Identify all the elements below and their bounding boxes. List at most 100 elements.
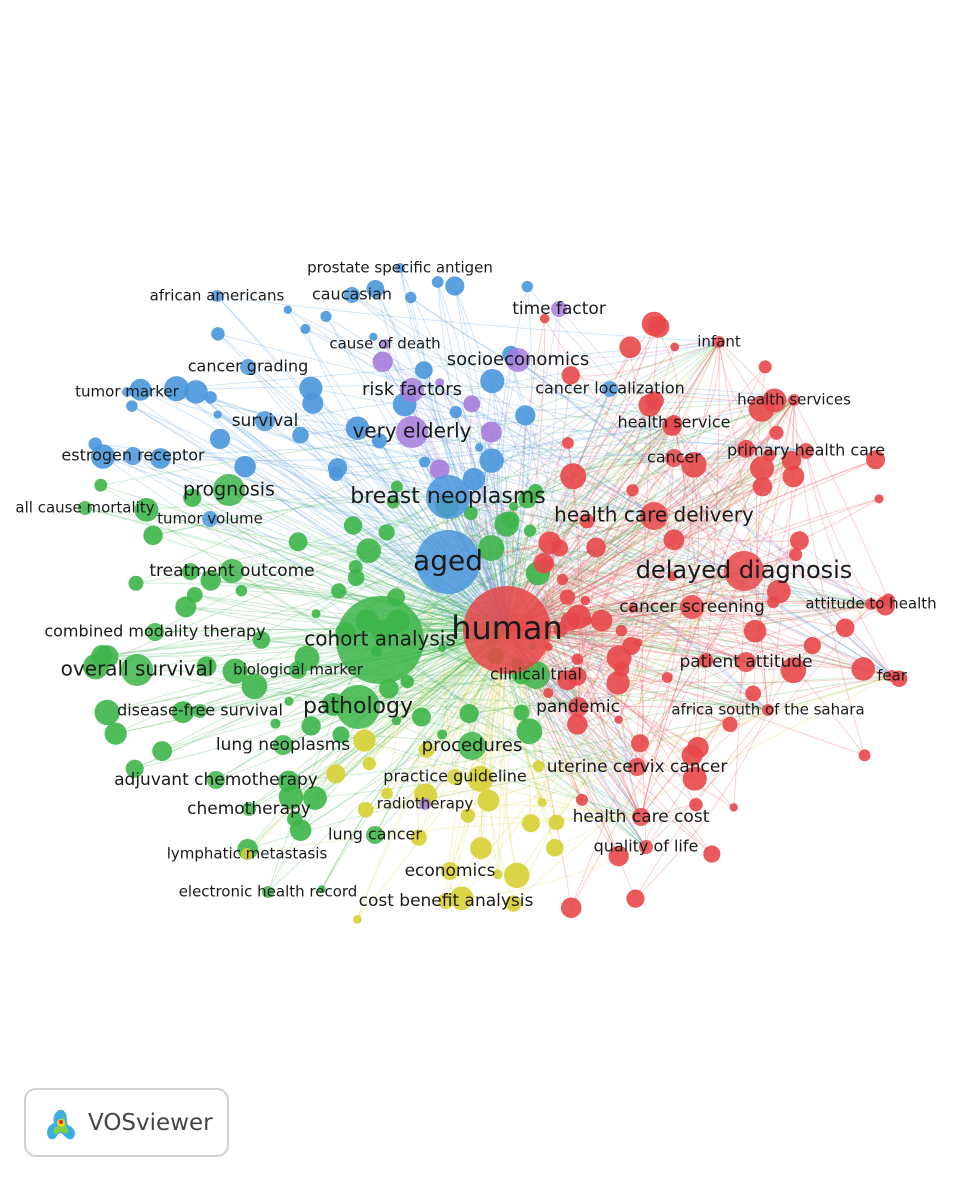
node — [567, 666, 587, 686]
edge — [570, 341, 720, 377]
edge — [154, 422, 675, 633]
node — [146, 623, 164, 641]
node — [608, 845, 629, 867]
logo[interactable]: VOSviewer — [24, 1088, 229, 1157]
edge — [378, 440, 579, 708]
edge — [154, 628, 508, 633]
node — [560, 463, 587, 490]
edge — [300, 674, 537, 831]
edge — [425, 606, 693, 796]
edge — [538, 765, 642, 818]
edge — [315, 422, 675, 615]
edge — [562, 579, 893, 677]
edge — [176, 388, 642, 818]
edge — [618, 457, 675, 720]
node — [515, 405, 536, 426]
node — [240, 359, 256, 375]
edge — [325, 316, 508, 631]
edge — [506, 629, 864, 670]
node — [255, 411, 275, 431]
node — [82, 653, 109, 680]
edge — [217, 414, 449, 498]
node-label: pathology — [303, 694, 413, 719]
edge — [572, 475, 872, 605]
edge — [517, 359, 872, 605]
node — [769, 425, 784, 440]
node — [619, 336, 642, 359]
node — [183, 488, 202, 507]
node — [539, 313, 550, 324]
node-label: adjuvant chemotherapy — [114, 770, 318, 790]
edge — [115, 561, 449, 735]
node — [687, 736, 709, 759]
edge — [578, 616, 642, 818]
node — [252, 631, 271, 649]
node — [396, 416, 428, 448]
node — [633, 638, 643, 647]
node — [299, 376, 323, 400]
node-label: breast neoplasms — [350, 484, 545, 509]
node — [745, 685, 762, 702]
edge — [693, 464, 747, 663]
edge — [264, 420, 655, 517]
edge — [321, 629, 508, 890]
edge — [395, 596, 638, 768]
edge — [805, 450, 872, 605]
node-label: health care cost — [573, 807, 710, 827]
node — [865, 598, 877, 610]
node — [353, 729, 376, 752]
node — [88, 437, 103, 451]
node — [803, 636, 821, 655]
edge — [365, 803, 642, 818]
node — [463, 395, 481, 413]
edge — [423, 369, 769, 711]
edge — [84, 507, 508, 631]
edge — [135, 341, 720, 584]
node-label: tumor marker — [75, 383, 179, 401]
node — [851, 657, 875, 681]
node — [556, 573, 569, 586]
node — [372, 351, 393, 372]
edge — [101, 629, 508, 657]
node — [288, 532, 308, 552]
node — [204, 391, 217, 404]
edge — [577, 661, 747, 725]
node — [579, 513, 595, 529]
edge — [547, 399, 795, 694]
node — [369, 332, 378, 341]
edge — [447, 496, 800, 542]
node — [571, 653, 583, 665]
edge — [381, 422, 675, 641]
node — [126, 400, 138, 412]
node — [506, 348, 530, 372]
node-label: practice guideline — [383, 767, 526, 786]
node — [460, 808, 476, 823]
edge — [304, 328, 508, 631]
node — [213, 474, 245, 506]
node — [343, 516, 363, 535]
node — [211, 327, 225, 341]
edge — [584, 341, 720, 601]
edge — [146, 509, 508, 631]
edge — [506, 629, 864, 670]
node — [284, 696, 294, 706]
node — [94, 699, 120, 726]
node-label: clinical trial — [490, 665, 582, 684]
node — [467, 765, 494, 792]
edge — [410, 297, 675, 424]
node-label: cancer grading — [188, 357, 308, 376]
node-label: radiotherapy — [377, 795, 474, 813]
node — [152, 741, 173, 762]
node — [463, 506, 478, 521]
edge — [182, 629, 508, 713]
node — [441, 862, 459, 880]
edge — [287, 309, 508, 631]
edge — [697, 341, 720, 748]
edge — [636, 450, 807, 768]
edge — [577, 706, 695, 780]
node — [391, 715, 402, 726]
edge — [216, 295, 508, 631]
node — [724, 551, 764, 591]
node — [222, 658, 248, 684]
edge — [325, 316, 508, 631]
